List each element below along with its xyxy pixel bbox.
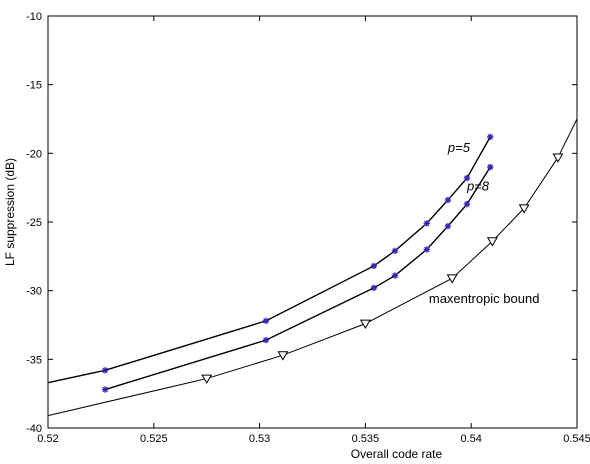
- asterisk-marker: [391, 272, 399, 279]
- y-tick-label: -30: [26, 286, 42, 298]
- asterisk-marker: [262, 336, 270, 344]
- asterisk-marker: [444, 196, 452, 204]
- x-tick-label: 0.535: [352, 433, 380, 445]
- asterisk-marker: [262, 317, 270, 325]
- asterisk-marker: [370, 262, 378, 270]
- triangle-marker: [277, 351, 289, 361]
- triangle-marker: [201, 374, 213, 384]
- y-axis-label: LF suppression (dB): [3, 158, 17, 266]
- plot-area-border: [47, 15, 578, 429]
- series-line-p-5: [47, 136, 491, 384]
- x-tick-label: 0.52: [37, 433, 58, 445]
- plot-frame: [47, 15, 578, 429]
- y-tick-label: -20: [26, 148, 42, 160]
- asterisk-marker: [391, 247, 399, 255]
- asterisk-marker: [101, 367, 109, 374]
- y-tick-label: -25: [26, 217, 42, 229]
- asterisk-marker: [463, 200, 471, 208]
- x-tick-label: 0.54: [460, 433, 481, 445]
- series-line-maxentropic-bound: [47, 118, 578, 417]
- series-lines: [47, 118, 578, 417]
- asterisk-marker: [370, 284, 378, 292]
- annotation-label: maxentropic bound: [429, 291, 540, 306]
- asterisk-marker: [423, 246, 430, 253]
- y-tick-label: -35: [26, 354, 42, 366]
- y-tick-label: -15: [26, 80, 42, 92]
- asterisk-marker: [463, 174, 471, 182]
- asterisk-marker: [444, 222, 452, 230]
- x-tick-label: 0.545: [563, 433, 590, 445]
- y-tick-label: -40: [26, 423, 42, 435]
- axis-ticks: 0.52 0.525 0.53 0.535 0.54 0.545 -40 -35 -30 -25 -…: [26, 11, 590, 445]
- x-tick-label: 0.53: [249, 433, 270, 445]
- chart-annotations: p=5 p=8 maxentropic bound: [429, 140, 540, 306]
- series-markers: [101, 133, 564, 393]
- triangle-marker: [359, 319, 371, 329]
- x-axis-label: Overall code rate: [351, 447, 443, 461]
- x-tick-label: 0.525: [140, 433, 168, 445]
- annotation-label: p=5: [447, 140, 471, 155]
- y-tick-label: -10: [26, 11, 42, 23]
- series-line-p-8: [104, 166, 491, 391]
- asterisk-marker: [487, 163, 494, 171]
- asterisk-marker: [487, 133, 494, 141]
- triangle-marker: [446, 274, 458, 284]
- asterisk-marker: [101, 386, 109, 393]
- triangle-marker: [552, 153, 564, 163]
- annotation-label: p=8: [466, 178, 490, 193]
- asterisk-marker: [423, 220, 430, 227]
- triangle-marker: [518, 204, 530, 214]
- triangle-marker: [486, 237, 498, 247]
